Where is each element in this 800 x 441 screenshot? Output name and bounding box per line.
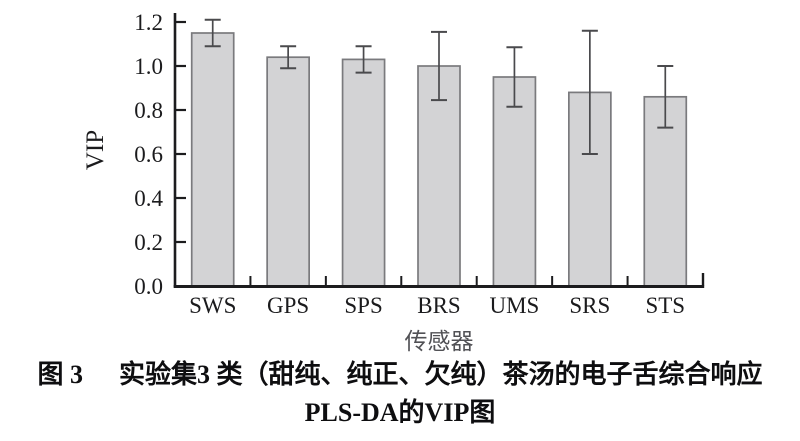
x-category-label-SPS: SPS bbox=[344, 293, 382, 318]
axes-layer bbox=[173, 13, 705, 288]
y-tick-label-0.6: 0.6 bbox=[134, 142, 163, 167]
x-category-label-SWS: SWS bbox=[189, 293, 236, 318]
error-bars-layer bbox=[204, 18, 674, 155]
bar-SWS bbox=[190, 32, 235, 288]
bar-BRS bbox=[417, 65, 461, 288]
x-category-label-GPS: GPS bbox=[267, 293, 309, 318]
y-tick-label-0.8: 0.8 bbox=[134, 98, 163, 123]
x-category-label-UMS: UMS bbox=[489, 293, 539, 318]
figure-caption-line1: 图 3 实验集3 类（甜纯、纯正、欠纯）茶汤的电子舌综合响应 bbox=[0, 358, 800, 391]
y-tick-label-0.2: 0.2 bbox=[134, 230, 163, 255]
y-tick-label-0.0: 0.0 bbox=[134, 274, 163, 299]
axis-labels-layer: SWS GPS SPS BRS UMS SRS STS 0.0 0.2 0.4 0.6 0.8 1.0 1… bbox=[134, 10, 685, 318]
bar-GPS bbox=[266, 56, 310, 288]
x-category-label-STS: STS bbox=[645, 293, 685, 318]
figure-caption: 图 3 实验集3 类（甜纯、纯正、欠纯）茶汤的电子舌综合响应 PLS-DA的VIP… bbox=[0, 358, 800, 429]
figure-caption-number: 图 3 bbox=[37, 360, 83, 389]
bar-SPS bbox=[341, 58, 386, 288]
bar-chart-canvas: SWS GPS SPS BRS UMS SRS STS 0.0 0.2 0.4 0.6 0.8 1.0 1… bbox=[82, 10, 705, 354]
x-axis-title: 传感器 bbox=[405, 329, 474, 354]
y-tick-label-1.2: 1.2 bbox=[134, 10, 163, 35]
figure-caption-line2: PLS-DA的VIP图 bbox=[304, 398, 496, 427]
bar-UMS bbox=[492, 76, 537, 288]
x-category-label-BRS: BRS bbox=[417, 293, 460, 318]
y-axis-title: VIP bbox=[82, 130, 109, 170]
x-category-label-SRS: SRS bbox=[569, 293, 610, 318]
figure-caption-text: 实验集3 类（甜纯、纯正、欠纯）茶汤的电子舌综合响应 bbox=[119, 360, 763, 389]
y-tick-label-1.0: 1.0 bbox=[134, 54, 163, 79]
y-tick-label-0.4: 0.4 bbox=[134, 186, 163, 211]
